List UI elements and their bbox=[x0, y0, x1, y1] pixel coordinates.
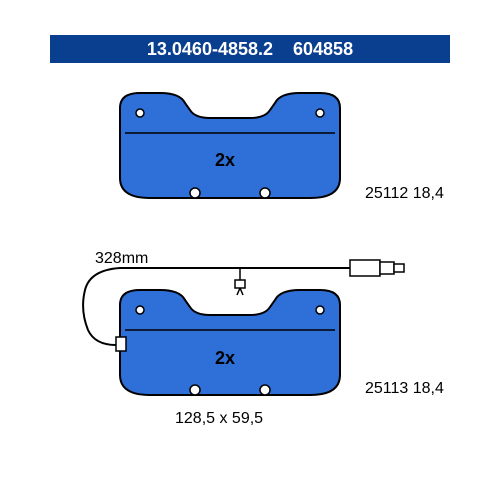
short-code: 604858 bbox=[293, 39, 353, 60]
header-bar: 13.0460-4858.2 604858 bbox=[50, 35, 450, 63]
diagram-area: 2x 25112 18,4 328mm 2x 25113 18,4 128,5 … bbox=[40, 80, 460, 460]
pad-bottom-qty: 2x bbox=[215, 348, 235, 369]
pad-top-qty: 2x bbox=[215, 150, 235, 171]
part-number: 13.0460-4858.2 bbox=[147, 39, 273, 60]
brake-pad-top bbox=[110, 88, 350, 208]
pad-bottom-code: 25113 18,4 bbox=[365, 380, 444, 398]
pad-top-code: 25112 18,4 bbox=[365, 185, 444, 203]
sensor-cable bbox=[40, 220, 460, 400]
pad-bottom-dim: 128,5 x 59,5 bbox=[175, 410, 263, 428]
